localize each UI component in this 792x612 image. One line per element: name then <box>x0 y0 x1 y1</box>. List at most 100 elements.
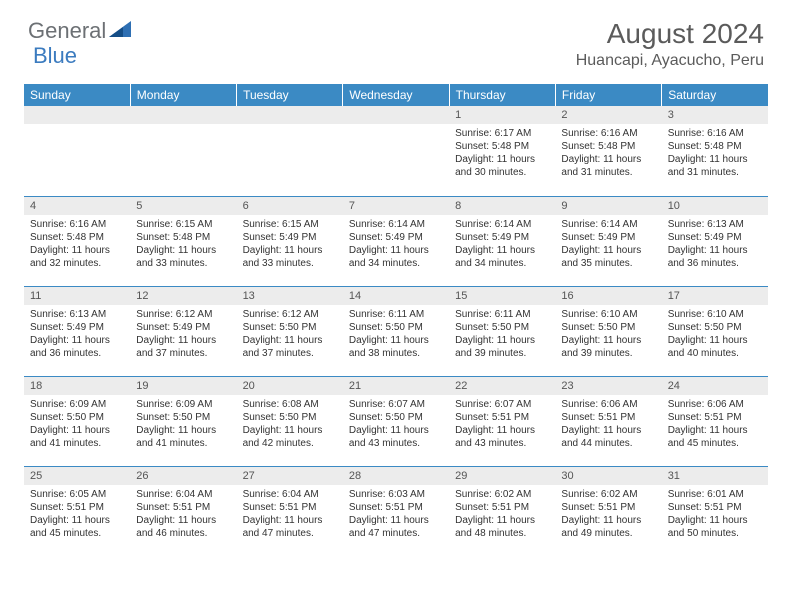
day-number: 17 <box>662 287 768 305</box>
day-data: Sunrise: 6:08 AMSunset: 5:50 PMDaylight:… <box>237 395 343 454</box>
sunset-line: Sunset: 5:49 PM <box>561 231 655 244</box>
calendar-week-row: 4Sunrise: 6:16 AMSunset: 5:48 PMDaylight… <box>24 196 768 286</box>
sunrise-line: Sunrise: 6:02 AM <box>455 488 549 501</box>
day-data: Sunrise: 6:01 AMSunset: 5:51 PMDaylight:… <box>662 485 768 544</box>
day-data: Sunrise: 6:12 AMSunset: 5:50 PMDaylight:… <box>237 305 343 364</box>
month-title: August 2024 <box>576 18 764 50</box>
calendar-day-cell: 22Sunrise: 6:07 AMSunset: 5:51 PMDayligh… <box>449 376 555 466</box>
calendar-header-row: SundayMondayTuesdayWednesdayThursdayFrid… <box>24 84 768 106</box>
daylight-line: Daylight: 11 hours and 36 minutes. <box>30 334 124 360</box>
day-number <box>237 106 343 124</box>
sunset-line: Sunset: 5:51 PM <box>561 501 655 514</box>
calendar-day-cell: 18Sunrise: 6:09 AMSunset: 5:50 PMDayligh… <box>24 376 130 466</box>
day-data: Sunrise: 6:12 AMSunset: 5:49 PMDaylight:… <box>130 305 236 364</box>
sunset-line: Sunset: 5:48 PM <box>30 231 124 244</box>
daylight-line: Daylight: 11 hours and 33 minutes. <box>136 244 230 270</box>
daylight-line: Daylight: 11 hours and 41 minutes. <box>30 424 124 450</box>
sunrise-line: Sunrise: 6:09 AM <box>30 398 124 411</box>
sunrise-line: Sunrise: 6:12 AM <box>136 308 230 321</box>
day-data: Sunrise: 6:16 AMSunset: 5:48 PMDaylight:… <box>662 124 768 183</box>
calendar-day-cell: 27Sunrise: 6:04 AMSunset: 5:51 PMDayligh… <box>237 466 343 556</box>
day-number: 5 <box>130 197 236 215</box>
sunrise-line: Sunrise: 6:14 AM <box>455 218 549 231</box>
day-number: 15 <box>449 287 555 305</box>
day-data: Sunrise: 6:13 AMSunset: 5:49 PMDaylight:… <box>24 305 130 364</box>
calendar-header-cell: Sunday <box>24 84 130 106</box>
day-number: 27 <box>237 467 343 485</box>
brand-triangle-icon <box>109 21 131 42</box>
sunrise-line: Sunrise: 6:07 AM <box>455 398 549 411</box>
daylight-line: Daylight: 11 hours and 46 minutes. <box>136 514 230 540</box>
sunrise-line: Sunrise: 6:11 AM <box>349 308 443 321</box>
day-number: 10 <box>662 197 768 215</box>
sunrise-line: Sunrise: 6:10 AM <box>561 308 655 321</box>
sunset-line: Sunset: 5:50 PM <box>243 411 337 424</box>
day-data: Sunrise: 6:04 AMSunset: 5:51 PMDaylight:… <box>237 485 343 544</box>
sunrise-line: Sunrise: 6:13 AM <box>668 218 762 231</box>
calendar-header-cell: Saturday <box>662 84 768 106</box>
day-number: 25 <box>24 467 130 485</box>
day-data: Sunrise: 6:15 AMSunset: 5:49 PMDaylight:… <box>237 215 343 274</box>
calendar-week-row: 11Sunrise: 6:13 AMSunset: 5:49 PMDayligh… <box>24 286 768 376</box>
sunset-line: Sunset: 5:50 PM <box>561 321 655 334</box>
sunset-line: Sunset: 5:49 PM <box>668 231 762 244</box>
calendar-day-cell <box>343 106 449 196</box>
day-number: 20 <box>237 377 343 395</box>
day-data: Sunrise: 6:10 AMSunset: 5:50 PMDaylight:… <box>555 305 661 364</box>
day-number: 3 <box>662 106 768 124</box>
calendar-day-cell: 3Sunrise: 6:16 AMSunset: 5:48 PMDaylight… <box>662 106 768 196</box>
day-data: Sunrise: 6:10 AMSunset: 5:50 PMDaylight:… <box>662 305 768 364</box>
sunset-line: Sunset: 5:48 PM <box>668 140 762 153</box>
daylight-line: Daylight: 11 hours and 37 minutes. <box>136 334 230 360</box>
sunset-line: Sunset: 5:51 PM <box>136 501 230 514</box>
calendar-day-cell: 9Sunrise: 6:14 AMSunset: 5:49 PMDaylight… <box>555 196 661 286</box>
calendar-day-cell: 11Sunrise: 6:13 AMSunset: 5:49 PMDayligh… <box>24 286 130 376</box>
calendar-day-cell: 16Sunrise: 6:10 AMSunset: 5:50 PMDayligh… <box>555 286 661 376</box>
sunset-line: Sunset: 5:49 PM <box>136 321 230 334</box>
calendar-day-cell: 17Sunrise: 6:10 AMSunset: 5:50 PMDayligh… <box>662 286 768 376</box>
calendar-day-cell: 29Sunrise: 6:02 AMSunset: 5:51 PMDayligh… <box>449 466 555 556</box>
calendar-body: 1Sunrise: 6:17 AMSunset: 5:48 PMDaylight… <box>24 106 768 556</box>
day-number: 19 <box>130 377 236 395</box>
day-number: 6 <box>237 197 343 215</box>
calendar-table: SundayMondayTuesdayWednesdayThursdayFrid… <box>24 84 768 556</box>
day-number: 1 <box>449 106 555 124</box>
calendar-header-cell: Thursday <box>449 84 555 106</box>
sunrise-line: Sunrise: 6:04 AM <box>136 488 230 501</box>
daylight-line: Daylight: 11 hours and 50 minutes. <box>668 514 762 540</box>
calendar-header-cell: Wednesday <box>343 84 449 106</box>
sunset-line: Sunset: 5:49 PM <box>349 231 443 244</box>
day-number <box>343 106 449 124</box>
sunrise-line: Sunrise: 6:14 AM <box>561 218 655 231</box>
brand-text-general: General <box>28 18 106 44</box>
sunrise-line: Sunrise: 6:04 AM <box>243 488 337 501</box>
calendar-day-cell: 24Sunrise: 6:06 AMSunset: 5:51 PMDayligh… <box>662 376 768 466</box>
sunset-line: Sunset: 5:49 PM <box>30 321 124 334</box>
daylight-line: Daylight: 11 hours and 44 minutes. <box>561 424 655 450</box>
sunrise-line: Sunrise: 6:13 AM <box>30 308 124 321</box>
daylight-line: Daylight: 11 hours and 49 minutes. <box>561 514 655 540</box>
sunset-line: Sunset: 5:50 PM <box>349 411 443 424</box>
day-data: Sunrise: 6:16 AMSunset: 5:48 PMDaylight:… <box>24 215 130 274</box>
brand-logo: General <box>28 18 133 44</box>
daylight-line: Daylight: 11 hours and 33 minutes. <box>243 244 337 270</box>
daylight-line: Daylight: 11 hours and 43 minutes. <box>455 424 549 450</box>
sunrise-line: Sunrise: 6:16 AM <box>561 127 655 140</box>
calendar-day-cell <box>130 106 236 196</box>
day-number: 16 <box>555 287 661 305</box>
daylight-line: Daylight: 11 hours and 39 minutes. <box>561 334 655 360</box>
calendar-header-cell: Monday <box>130 84 236 106</box>
sunset-line: Sunset: 5:51 PM <box>561 411 655 424</box>
title-block: August 2024 Huancapi, Ayacucho, Peru <box>576 18 764 70</box>
day-data: Sunrise: 6:14 AMSunset: 5:49 PMDaylight:… <box>343 215 449 274</box>
page-header: General August 2024 Huancapi, Ayacucho, … <box>0 0 792 78</box>
sunrise-line: Sunrise: 6:16 AM <box>668 127 762 140</box>
day-number: 4 <box>24 197 130 215</box>
calendar-day-cell: 6Sunrise: 6:15 AMSunset: 5:49 PMDaylight… <box>237 196 343 286</box>
calendar-day-cell: 25Sunrise: 6:05 AMSunset: 5:51 PMDayligh… <box>24 466 130 556</box>
day-data <box>24 124 130 131</box>
calendar-day-cell: 10Sunrise: 6:13 AMSunset: 5:49 PMDayligh… <box>662 196 768 286</box>
day-number: 23 <box>555 377 661 395</box>
daylight-line: Daylight: 11 hours and 31 minutes. <box>668 153 762 179</box>
day-data: Sunrise: 6:03 AMSunset: 5:51 PMDaylight:… <box>343 485 449 544</box>
